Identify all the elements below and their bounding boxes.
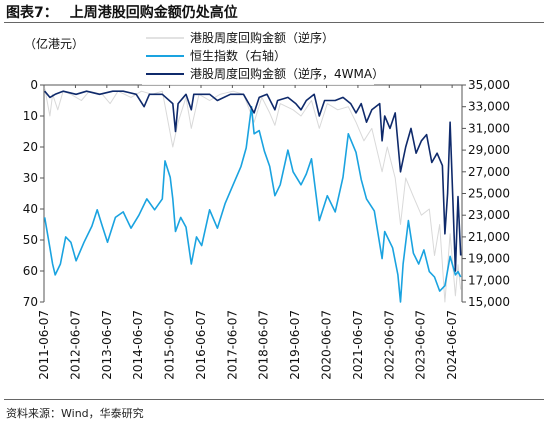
x-tick-label: 2022-06-07	[382, 310, 396, 380]
right-tick-label: 35,000	[468, 78, 510, 92]
x-tick-label: 2011-06-07	[37, 310, 51, 380]
right-tick-label: 31,000	[468, 121, 510, 135]
x-tick-label: 2024-06-07	[445, 310, 459, 380]
left-tick-label: 20	[23, 140, 38, 154]
series-line-3	[44, 90, 462, 272]
x-tick-label: 2021-06-07	[351, 310, 365, 380]
series-line-1	[44, 88, 462, 303]
figure-label: 图表7：	[6, 5, 58, 21]
figure-title: 图表7： 上周港股回购金额仍处高位	[6, 2, 238, 22]
right-tick-label: 19,000	[468, 252, 510, 266]
left-tick-label: 30	[23, 171, 38, 185]
left-tick-label: 0	[30, 78, 38, 92]
source-divider	[4, 399, 544, 400]
x-tick-label: 2016-06-07	[194, 310, 208, 380]
x-tick-label: 2012-06-07	[68, 310, 82, 380]
left-axis-unit-label: （亿港元）	[24, 36, 84, 51]
figure-title-text: 上周港股回购金额仍处高位	[69, 5, 238, 21]
legend-label-2: 恒生指数（右轴）	[190, 48, 286, 63]
x-tick-label: 2018-06-07	[257, 310, 271, 380]
x-tick-label: 2017-06-07	[225, 310, 239, 380]
source-note: 资料来源：Wind，华泰研究	[6, 407, 144, 420]
legend-label-3: 港股周度回购金额（逆序，4WMA）	[190, 66, 384, 81]
x-tick-label: 2013-06-07	[100, 310, 114, 380]
left-tick-label: 40	[23, 202, 38, 216]
title-divider	[4, 22, 544, 23]
legend-label-1: 港股周度回购金额（逆序）	[190, 30, 334, 45]
right-tick-label: 17,000	[468, 273, 510, 287]
x-tick-label: 2020-06-07	[320, 310, 334, 380]
x-tick-label: 2015-06-07	[163, 310, 177, 380]
right-tick-label: 23,000	[468, 208, 510, 222]
series-line-2	[43, 105, 462, 303]
left-tick-label: 50	[23, 233, 38, 247]
right-tick-label: 25,000	[468, 187, 510, 201]
x-tick-label: 2014-06-07	[131, 310, 145, 380]
right-tick-label: 27,000	[468, 165, 510, 179]
right-tick-label: 29,000	[468, 143, 510, 157]
left-tick-label: 70	[23, 295, 38, 309]
right-tick-label: 33,000	[468, 100, 510, 114]
left-tick-label: 10	[23, 109, 38, 123]
left-tick-label: 60	[23, 264, 38, 278]
right-tick-label: 15,000	[468, 295, 510, 309]
right-tick-label: 21,000	[468, 230, 510, 244]
x-tick-label: 2019-06-07	[288, 310, 302, 380]
x-tick-label: 2023-06-07	[414, 310, 428, 380]
